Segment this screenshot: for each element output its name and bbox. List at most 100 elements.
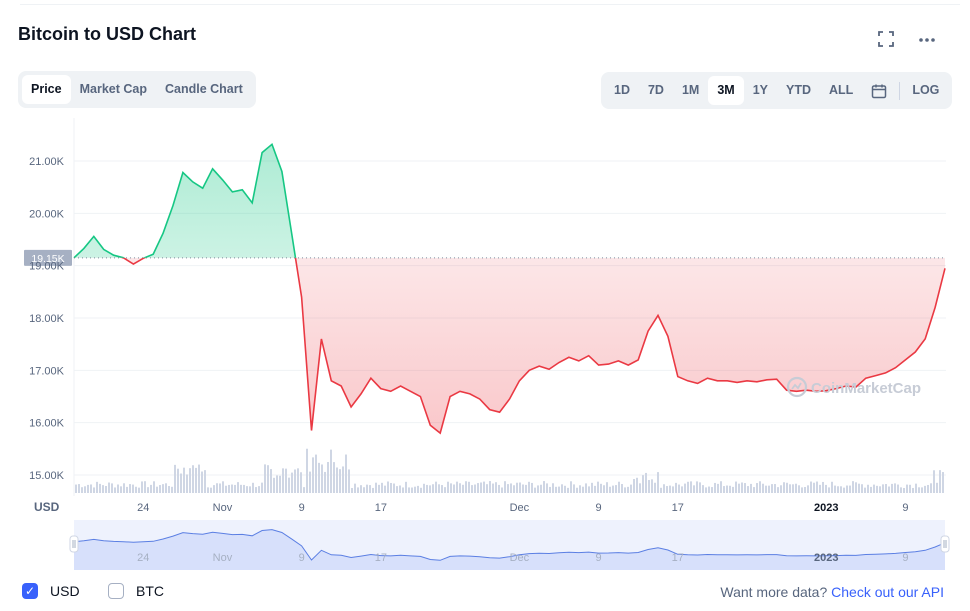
volume-bar bbox=[501, 487, 503, 493]
volume-bar bbox=[534, 487, 536, 493]
currency-option-btc[interactable]: BTC bbox=[108, 583, 164, 599]
volume-bar bbox=[918, 487, 920, 493]
volume-bar bbox=[651, 479, 653, 493]
volume-bar bbox=[750, 483, 752, 493]
navigator-tick-label: 9 bbox=[596, 552, 602, 564]
log-toggle[interactable]: LOG bbox=[912, 83, 940, 97]
volume-bar bbox=[195, 467, 197, 493]
volume-bar bbox=[366, 484, 368, 493]
y-tick-label: 15.00K bbox=[29, 470, 65, 482]
volume-bar bbox=[903, 487, 905, 493]
calendar-icon[interactable] bbox=[862, 76, 896, 105]
volume-bar bbox=[213, 485, 215, 493]
volume-bar bbox=[399, 485, 401, 493]
volume-bar bbox=[780, 485, 782, 493]
volume-bar bbox=[168, 486, 170, 493]
btc-checkbox[interactable] bbox=[108, 583, 124, 599]
usd-checkbox[interactable]: ✓ bbox=[22, 583, 38, 599]
volume-bar bbox=[381, 482, 383, 493]
volume-bar bbox=[744, 483, 746, 493]
volume-bar bbox=[618, 481, 620, 493]
currency-option-usd[interactable]: ✓ USD bbox=[22, 583, 80, 599]
volume-bar bbox=[729, 485, 731, 493]
volume-bar bbox=[807, 485, 809, 493]
x-tick-label: 9 bbox=[902, 502, 908, 514]
volume-bar bbox=[633, 479, 635, 493]
volume-bar bbox=[840, 486, 842, 493]
navigator-handle bbox=[940, 535, 950, 553]
volume-bar bbox=[360, 485, 362, 493]
volume-bar bbox=[636, 477, 638, 493]
volume-bar bbox=[171, 486, 173, 493]
more-icon[interactable] bbox=[917, 30, 937, 50]
volume-bar bbox=[441, 485, 443, 493]
volume-bar bbox=[540, 484, 542, 493]
volume-bar bbox=[429, 485, 431, 493]
range-1m[interactable]: 1M bbox=[681, 83, 700, 97]
tab-candle-chart[interactable]: Candle Chart bbox=[164, 82, 243, 96]
volume-bar bbox=[144, 481, 146, 493]
volume-bar bbox=[267, 465, 269, 493]
volume-bar bbox=[324, 471, 326, 493]
volume-bar bbox=[333, 462, 335, 493]
volume-bar bbox=[477, 483, 479, 493]
volume-bar bbox=[567, 487, 569, 493]
volume-bar bbox=[849, 485, 851, 493]
tab-price[interactable]: Price bbox=[22, 75, 71, 104]
tab-market-cap[interactable]: Market Cap bbox=[79, 82, 147, 96]
api-link[interactable]: Check out our API bbox=[831, 584, 944, 600]
volume-bar bbox=[666, 486, 668, 493]
volume-bar bbox=[915, 483, 917, 493]
volume-bar bbox=[753, 487, 755, 493]
fullscreen-icon[interactable] bbox=[876, 30, 896, 50]
volume-bar bbox=[558, 486, 560, 493]
volume-bar bbox=[246, 486, 248, 493]
volume-bar bbox=[96, 481, 98, 493]
volume-bar bbox=[699, 482, 701, 493]
x-tick-label: 17 bbox=[375, 502, 387, 514]
range-3m[interactable]: 3M bbox=[708, 76, 744, 105]
volume-bar bbox=[867, 484, 869, 493]
volume-bar bbox=[75, 484, 77, 493]
volume-bar bbox=[885, 484, 887, 493]
volume-bar bbox=[900, 487, 902, 493]
volume-bar bbox=[741, 482, 743, 493]
volume-bar bbox=[474, 484, 476, 493]
volume-bar bbox=[912, 487, 914, 493]
volume-bar bbox=[231, 484, 233, 493]
volume-bar bbox=[357, 487, 359, 493]
reference-line: 19.15K bbox=[24, 249, 946, 266]
volume-bar bbox=[579, 485, 581, 493]
volume-bar bbox=[222, 481, 224, 493]
volume-bar bbox=[486, 484, 488, 493]
volume-bar bbox=[642, 475, 644, 493]
volume-bar bbox=[810, 481, 812, 493]
range-navigator[interactable]: 24 Nov 9 17 Dec 9 17 2023 9 bbox=[69, 520, 950, 570]
volume-bar bbox=[828, 487, 830, 493]
volume-bar bbox=[417, 485, 419, 493]
range-1d[interactable]: 1D bbox=[614, 83, 630, 97]
volume-bar bbox=[369, 485, 371, 493]
volume-bar bbox=[876, 485, 878, 493]
volume-bar bbox=[576, 487, 578, 493]
volume-bar bbox=[216, 483, 218, 493]
range-ytd[interactable]: YTD bbox=[786, 83, 812, 97]
range-all[interactable]: ALL bbox=[829, 83, 854, 97]
navigator-tick-label: 17 bbox=[672, 552, 684, 564]
volume-bar bbox=[225, 485, 227, 493]
x-axis: 24 Nov 9 17 Dec 9 17 2023 9 bbox=[137, 502, 908, 514]
price-chart[interactable]: 19.15K CoinMarketCap 15.00K16.00K17.00K1… bbox=[0, 118, 970, 573]
range-1y[interactable]: 1Y bbox=[752, 83, 769, 97]
volume-bar bbox=[198, 464, 200, 493]
range-7d[interactable]: 7D bbox=[647, 83, 664, 97]
volume-bar bbox=[492, 483, 494, 493]
volume-bar bbox=[723, 486, 725, 493]
volume-bar bbox=[705, 487, 707, 493]
btc-label: BTC bbox=[136, 583, 164, 599]
volume-bar bbox=[405, 481, 407, 493]
volume-bar bbox=[858, 483, 860, 493]
volume-bar bbox=[522, 484, 524, 493]
volume-bar bbox=[552, 483, 554, 493]
navigator-tick-label: 17 bbox=[375, 552, 387, 564]
volume-bar bbox=[453, 484, 455, 493]
